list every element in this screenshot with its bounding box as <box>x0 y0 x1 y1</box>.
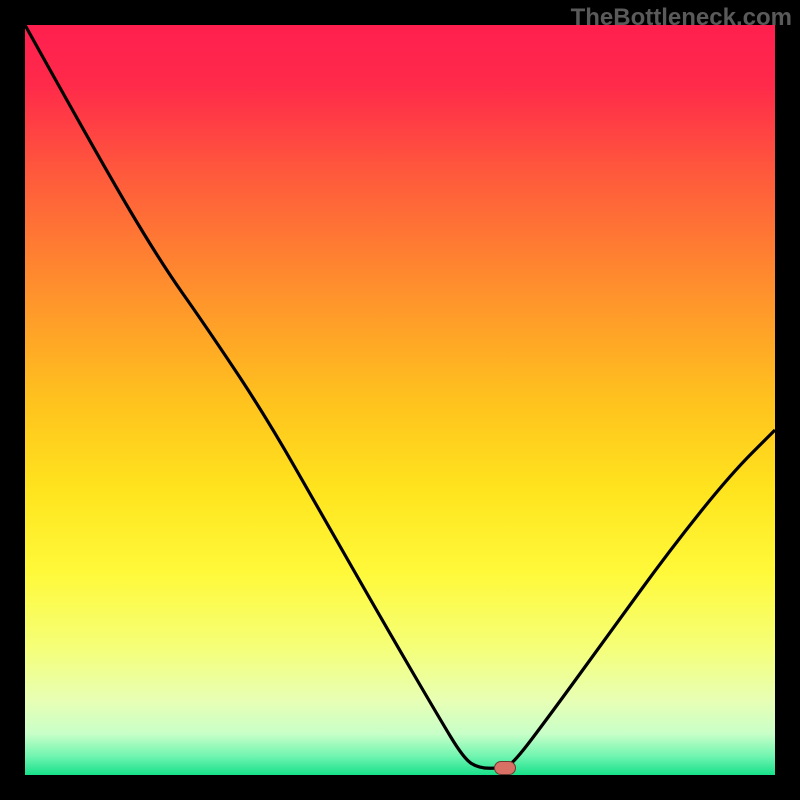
chart-stage: TheBottleneck.com <box>0 0 800 800</box>
bottleneck-curve <box>25 25 775 775</box>
plot-area <box>25 25 775 775</box>
attribution-label: TheBottleneck.com <box>571 4 792 32</box>
curve-path <box>25 25 775 768</box>
optimal-marker <box>494 761 516 775</box>
